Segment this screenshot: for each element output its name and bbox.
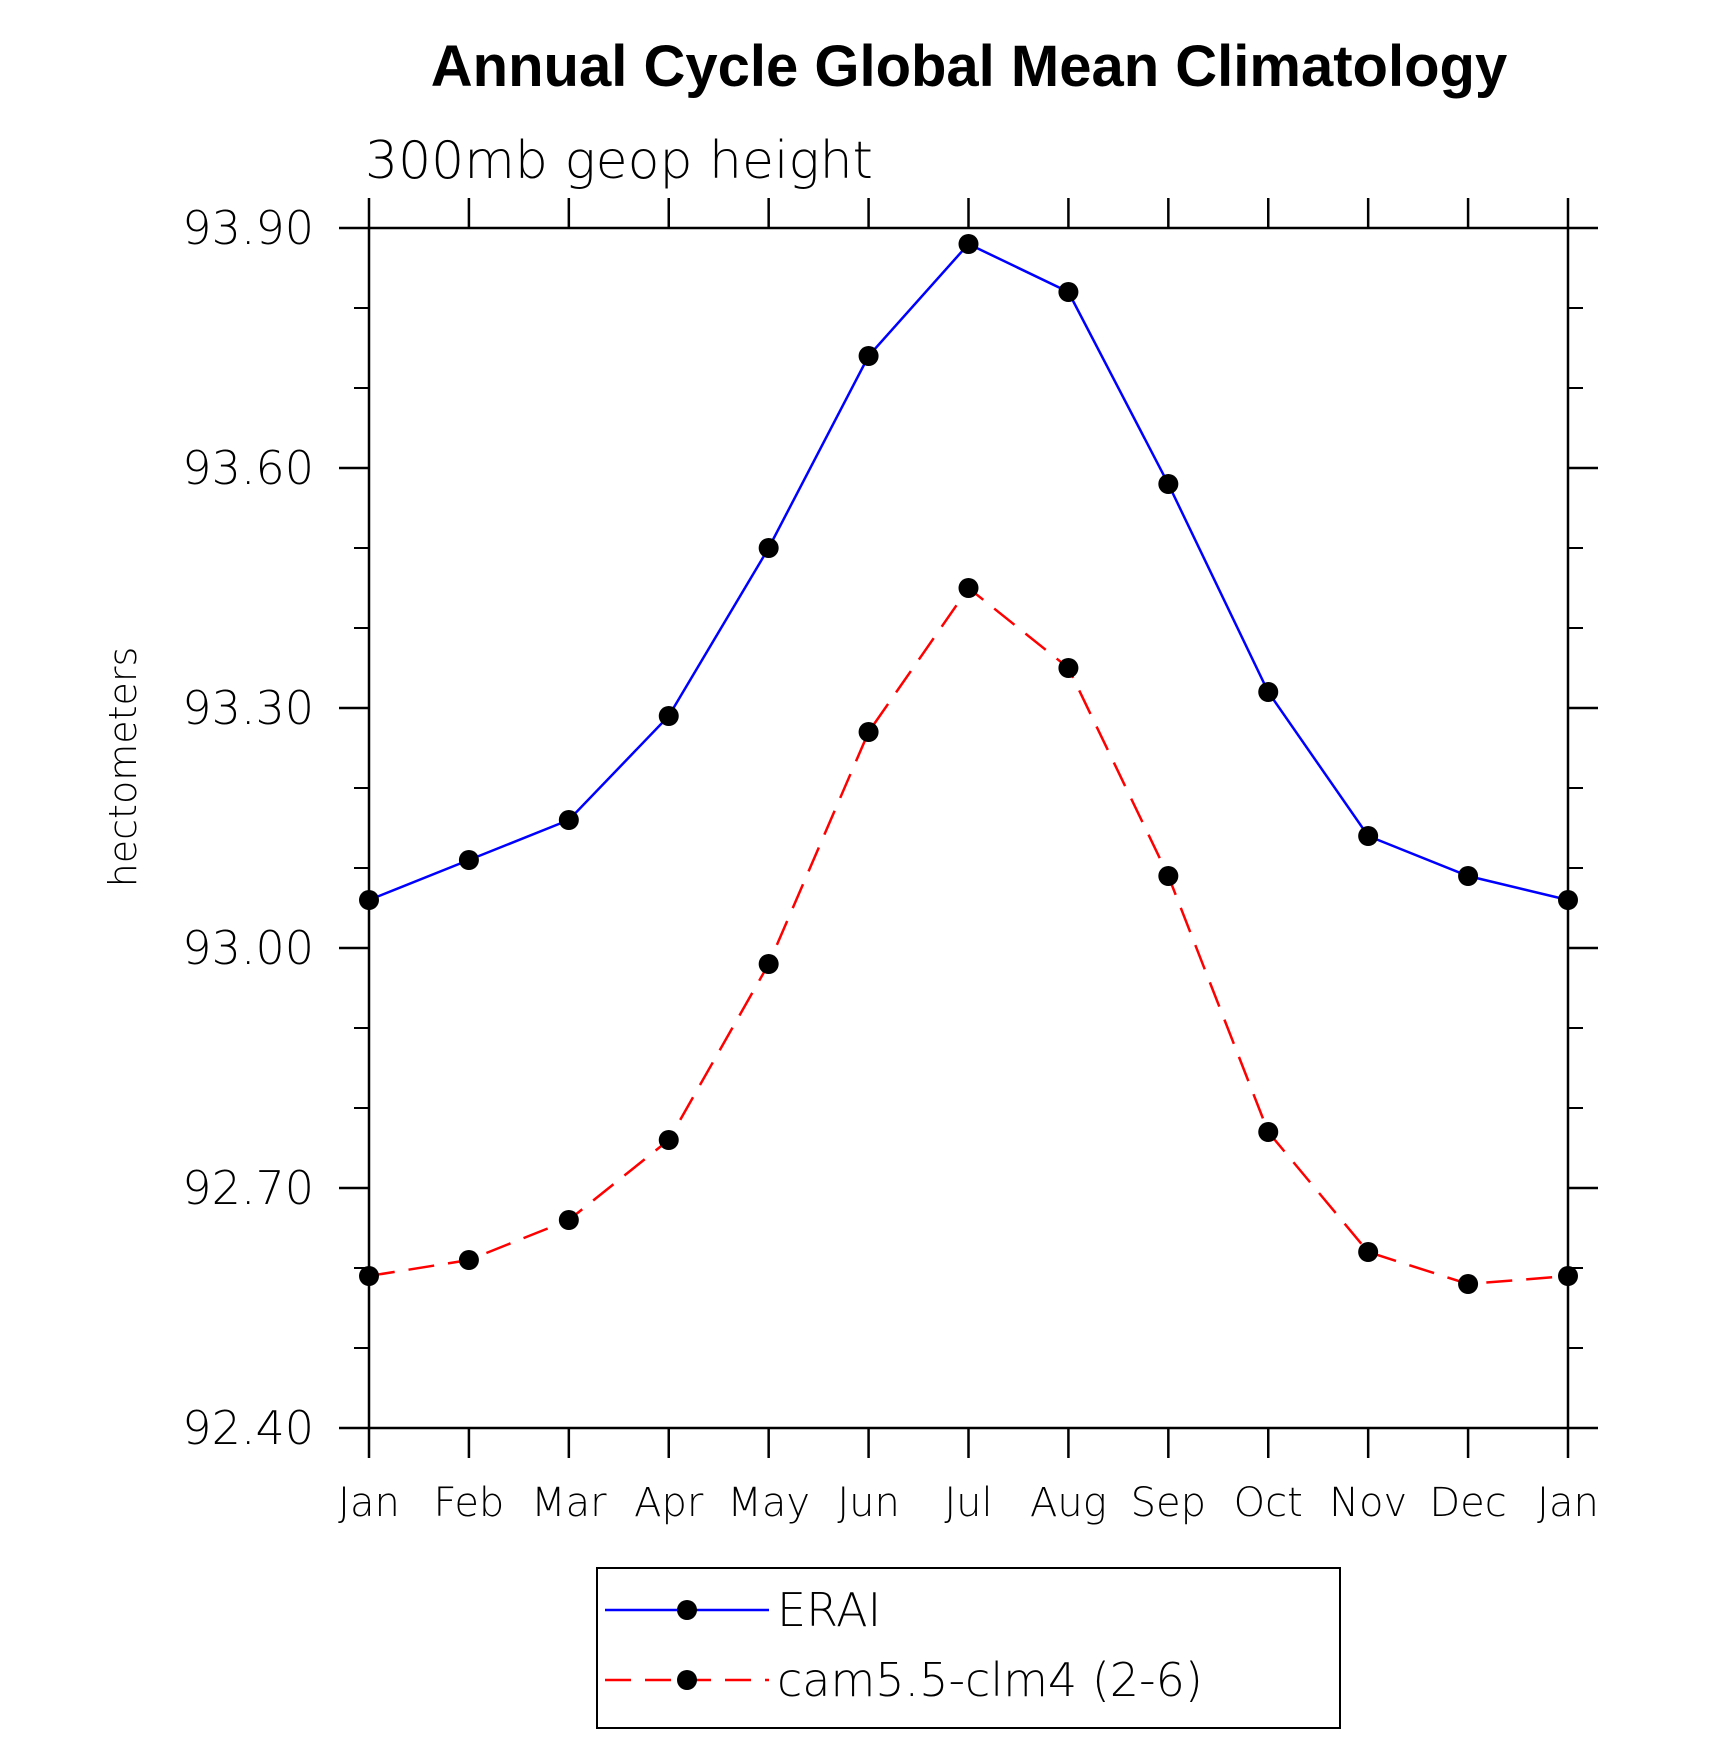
chart-subtitle: 300mb geop height (365, 131, 873, 191)
series-cam5-5-clm4 (359, 578, 1578, 1294)
data-point (458, 1250, 479, 1270)
data-point (1258, 1122, 1279, 1142)
y-axis-label: hectometers (101, 647, 145, 888)
legend-marker (677, 1600, 697, 1620)
series-erai (359, 234, 1578, 910)
legend-label: ERAI (777, 1583, 881, 1637)
data-point (1558, 890, 1578, 910)
x-tick-label: Jun (837, 1480, 900, 1526)
data-point (1458, 866, 1479, 886)
data-point (1258, 682, 1279, 702)
x-tick-label: Dec (1429, 1480, 1506, 1526)
data-point (359, 890, 379, 910)
chart-title: Annual Cycle Global Mean Climatology (431, 34, 1507, 99)
data-point (1158, 474, 1179, 494)
x-tick-labels: Jan Feb Mar Apr May Jun Jul Aug Sep Oct Nov Dec Jan (338, 1480, 1599, 1526)
x-tick-label: Sep (1131, 1480, 1206, 1526)
data-point (1058, 282, 1079, 302)
data-point (558, 810, 579, 830)
axis-ticks (339, 198, 1598, 1458)
legend-marker (677, 1670, 697, 1690)
y-tick-label: 92.40 (182, 1401, 314, 1455)
data-point (1558, 1266, 1578, 1286)
data-point (658, 706, 679, 726)
data-point (558, 1210, 579, 1230)
legend-label: cam5.5-clm4 (2-6) (777, 1653, 1203, 1707)
x-tick-label: Feb (434, 1480, 505, 1526)
y-tick-label: 93.30 (182, 681, 314, 735)
y-tick-label: 93.60 (182, 441, 314, 495)
x-tick-label: Aug (1030, 1480, 1107, 1526)
x-tick-label: May (727, 1480, 810, 1526)
x-tick-label: Oct (1234, 1480, 1303, 1526)
data-point (359, 1266, 379, 1286)
data-point (1358, 826, 1379, 846)
data-point (758, 538, 779, 558)
y-tick-label: 92.70 (182, 1161, 314, 1215)
x-tick-label: Nov (1329, 1480, 1407, 1526)
legend-box (596, 1567, 1341, 1729)
data-point (1058, 658, 1079, 678)
data-point (658, 1130, 679, 1150)
x-tick-label: Jul (944, 1480, 992, 1526)
data-point (1458, 1274, 1479, 1294)
data-point (758, 954, 779, 974)
legend: ERAI cam5.5-clm4 (2-6) (596, 1567, 1341, 1729)
data-point (1358, 1242, 1379, 1262)
y-tick-label: 93.00 (182, 921, 314, 975)
data-point (458, 850, 479, 870)
series-line (368, 586, 1569, 1286)
data-point (958, 234, 979, 254)
x-tick-label: Jan (338, 1480, 400, 1526)
x-tick-label: Mar (531, 1480, 607, 1526)
x-tick-label: Apr (634, 1480, 704, 1526)
data-point (958, 578, 979, 598)
data-point (858, 722, 879, 742)
data-point (1158, 866, 1179, 886)
series-line (368, 242, 1569, 902)
y-tick-labels: 93.90 93.60 93.30 93.00 92.70 92.40 (182, 201, 314, 1455)
series-layer (359, 234, 1578, 1294)
x-tick-label: Jan (1537, 1480, 1599, 1526)
y-tick-label: 93.90 (182, 201, 314, 255)
data-point (858, 346, 879, 366)
